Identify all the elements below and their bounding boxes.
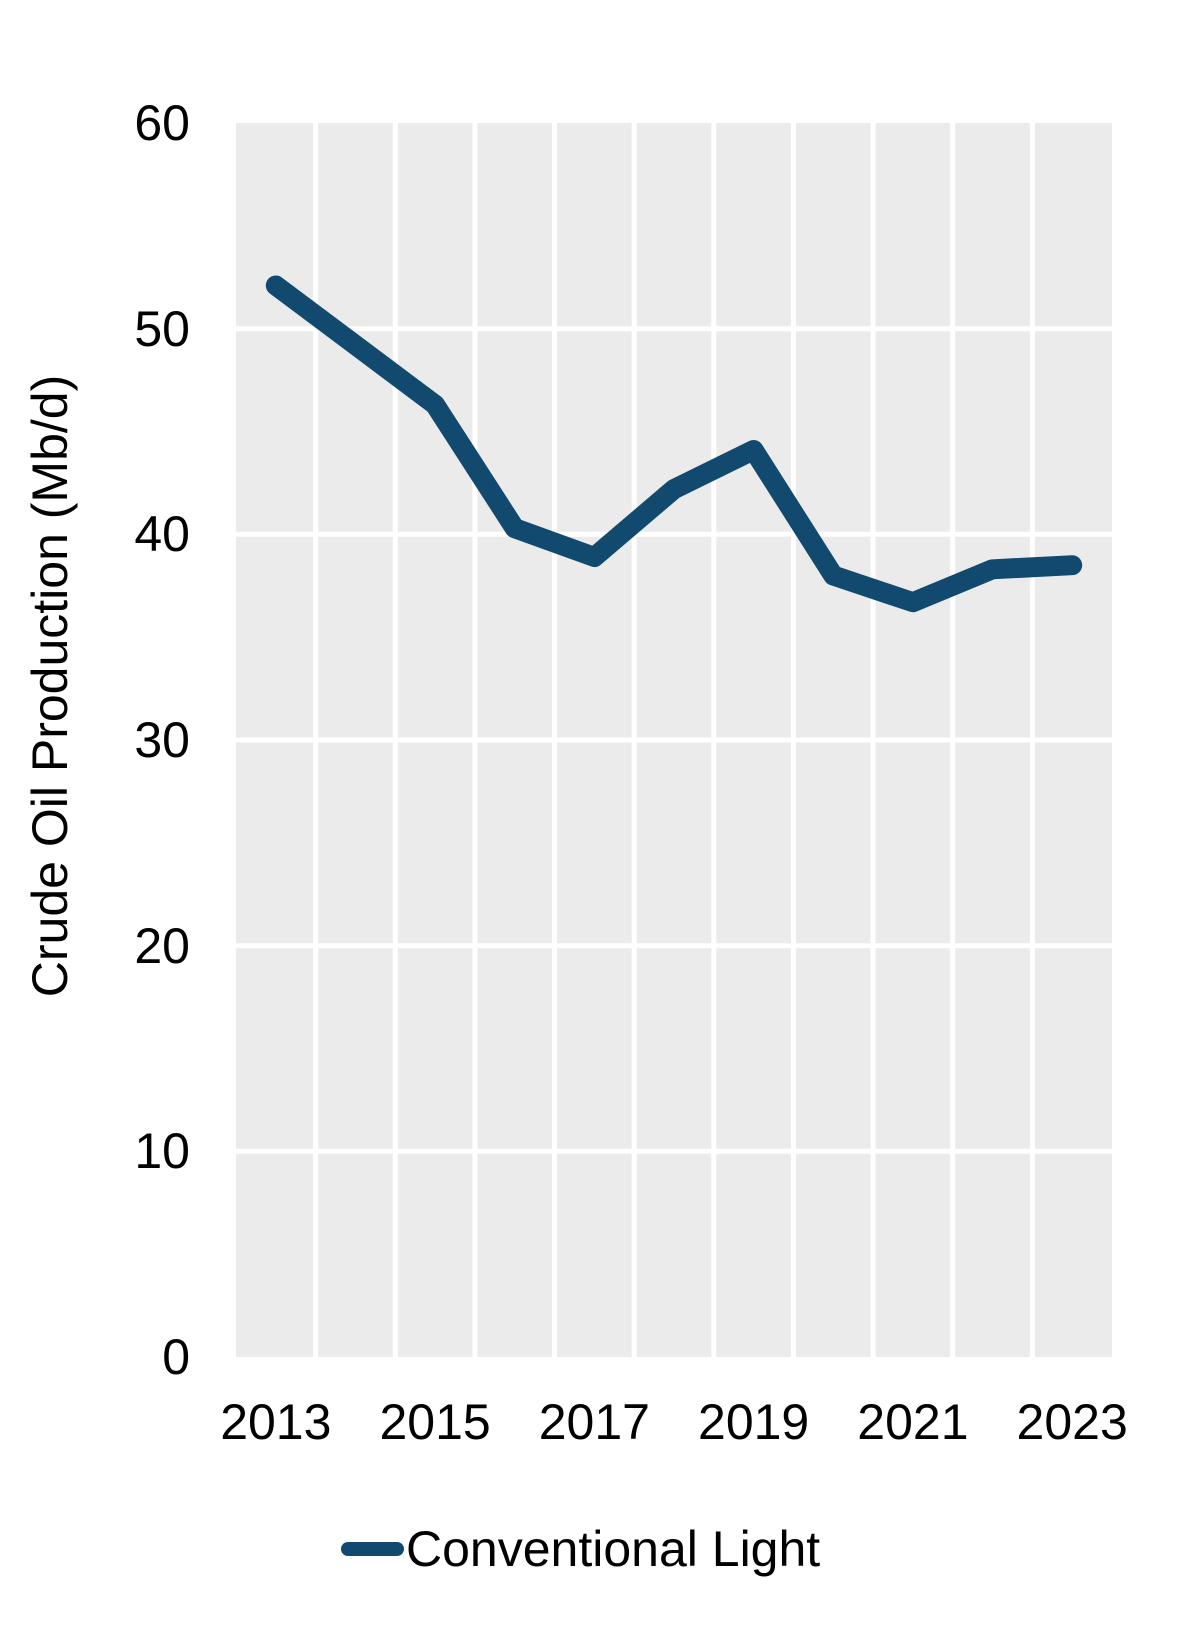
y-tick-label: 20 (134, 917, 190, 974)
x-tick-label: 2023 (1016, 1394, 1128, 1450)
y-tick-label: 30 (134, 712, 190, 768)
y-tick-label: 40 (134, 506, 190, 563)
x-tick-label: 2017 (538, 1394, 650, 1450)
plot-panel (236, 123, 1112, 1357)
y-tick-label: 0 (162, 1329, 190, 1385)
x-tick-label: 2013 (220, 1394, 332, 1450)
x-tick-label: 2019 (698, 1394, 810, 1450)
x-tick-label: 2015 (379, 1394, 491, 1450)
legend-line-swatch (341, 1542, 404, 1556)
y-axis-title: Crude Oil Production (Mb/d) (22, 374, 78, 998)
y-tick-label: 50 (134, 300, 190, 357)
y-tick-label: 10 (134, 1123, 190, 1180)
y-tick-label: 60 (134, 95, 190, 151)
legend: Conventional Light (341, 1520, 820, 1578)
line-series-svg (236, 123, 1112, 1357)
legend-series-label: Conventional Light (406, 1521, 821, 1577)
x-tick-label: 2021 (857, 1394, 969, 1450)
